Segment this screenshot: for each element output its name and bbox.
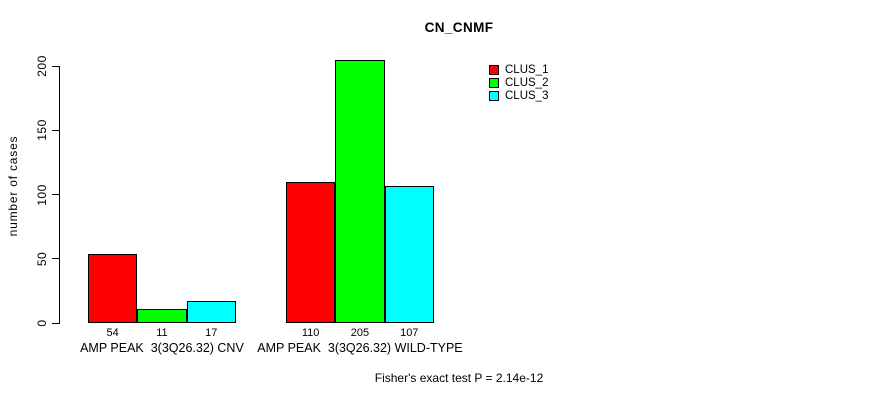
bar-clus_2-group1 (137, 308, 187, 323)
bar-value-label: 11 (156, 327, 168, 339)
chart-title: CN_CNMF (424, 20, 494, 35)
x-axis-group-label: AMP PEAK 3(3Q26.32) CNV (80, 341, 244, 355)
y-axis-tick-label: 100 (35, 183, 49, 206)
bar-clus_3-group1 (186, 301, 236, 323)
y-axis-tick (52, 258, 59, 260)
bar-value-label: 107 (400, 327, 419, 339)
bar-value-label: 17 (205, 327, 218, 339)
legend-label: CLUS_2 (505, 77, 549, 90)
legend-item: CLUS_2 (489, 77, 548, 90)
y-axis-tick-label: 50 (35, 251, 49, 266)
y-axis-tick-label: 0 (35, 319, 49, 327)
legend-label: CLUS_1 (505, 64, 549, 77)
y-axis-tick-label: 150 (35, 119, 49, 142)
bar-clus_1-group1 (88, 253, 138, 323)
legend-swatch (489, 78, 499, 89)
y-axis-line (59, 66, 60, 324)
bar-clus_1-group2 (286, 181, 336, 323)
y-axis-tick-label: 200 (35, 55, 49, 77)
bar-value-label: 205 (350, 327, 370, 339)
bar-value-label: 54 (106, 327, 119, 339)
y-axis-tick (52, 65, 59, 67)
y-axis-tick (52, 322, 59, 324)
legend: CLUS_1 CLUS_2 CLUS_3 (489, 64, 548, 102)
y-axis-tick (52, 129, 59, 131)
legend-item: CLUS_1 (489, 64, 548, 77)
x-axis-group-label: AMP PEAK 3(3Q26.32) WILD-TYPE (257, 341, 463, 355)
legend-swatch (489, 65, 499, 76)
legend-swatch (489, 90, 499, 101)
y-axis-tick (52, 194, 59, 195)
bar-clus_2-group2 (335, 59, 385, 323)
legend-label: CLUS_3 (505, 89, 549, 102)
bar-clus_3-group2 (384, 185, 434, 323)
legend-item: CLUS_3 (489, 89, 548, 102)
bar-value-label: 110 (301, 327, 320, 339)
footer-stat-text: Fisher's exact test P = 2.14e-12 (374, 371, 544, 385)
